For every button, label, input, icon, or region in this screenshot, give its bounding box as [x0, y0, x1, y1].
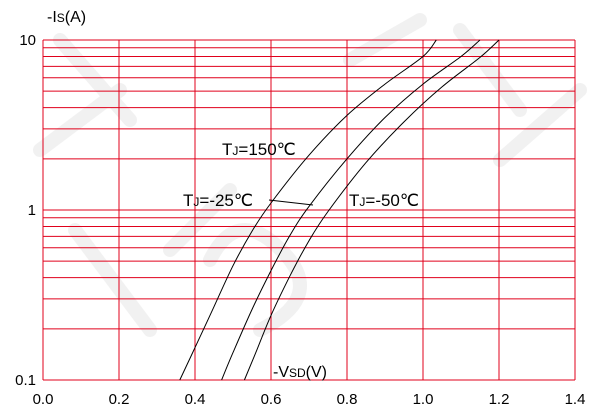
- curve-label-minus25c: TJ=-25℃: [183, 191, 253, 210]
- series-line-1: [221, 39, 481, 381]
- y-tick-label: 0.1: [15, 372, 36, 389]
- y-tick-label: 10: [19, 32, 36, 49]
- x-tick-label: 0.2: [109, 391, 130, 408]
- curves: [179, 39, 500, 381]
- series-line-0: [179, 39, 437, 381]
- x-tick-label: 0.0: [33, 391, 54, 408]
- x-tick-label: 0.4: [185, 391, 206, 408]
- y-tick-labels: 10 1 0.1: [15, 32, 36, 389]
- x-tick-label: 0.6: [261, 391, 282, 408]
- series-line-2: [243, 39, 500, 381]
- y-tick-label: 1: [28, 202, 36, 219]
- curve-label-150c: TJ=150℃: [222, 140, 296, 159]
- x-tick-labels: 0.0 0.2 0.4 0.6 0.8 1.0 1.2 1.4: [33, 391, 586, 408]
- x-tick-label: 1.4: [565, 391, 586, 408]
- x-axis-label: -VSD(V): [273, 364, 327, 381]
- curve-label-minus50c: TJ=-50℃: [349, 191, 419, 210]
- x-tick-label: 0.8: [337, 391, 358, 408]
- x-tick-label: 1.2: [489, 391, 510, 408]
- x-tick-label: 1.0: [413, 391, 434, 408]
- grid: [42, 39, 576, 381]
- curve-label-minus25c-leader: [268, 199, 314, 206]
- y-axis-label: -IS(A): [47, 9, 86, 26]
